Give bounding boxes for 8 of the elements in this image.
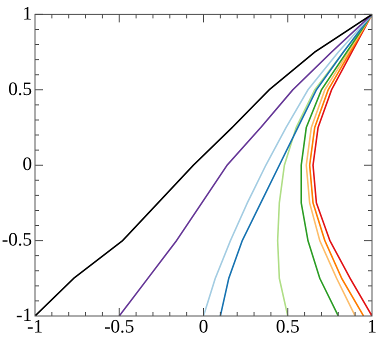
x-tick-label: -0.5 xyxy=(104,316,134,338)
y-tick-label: 0.5 xyxy=(8,78,32,100)
x-tick-label: 0.5 xyxy=(276,316,300,338)
x-tick-label: 0 xyxy=(198,316,208,338)
x-tick-label: 1 xyxy=(367,316,377,338)
y-tick-label: 0 xyxy=(22,154,32,176)
y-tick-label: 1 xyxy=(22,3,32,24)
y-tick-label: -0.5 xyxy=(2,230,32,251)
